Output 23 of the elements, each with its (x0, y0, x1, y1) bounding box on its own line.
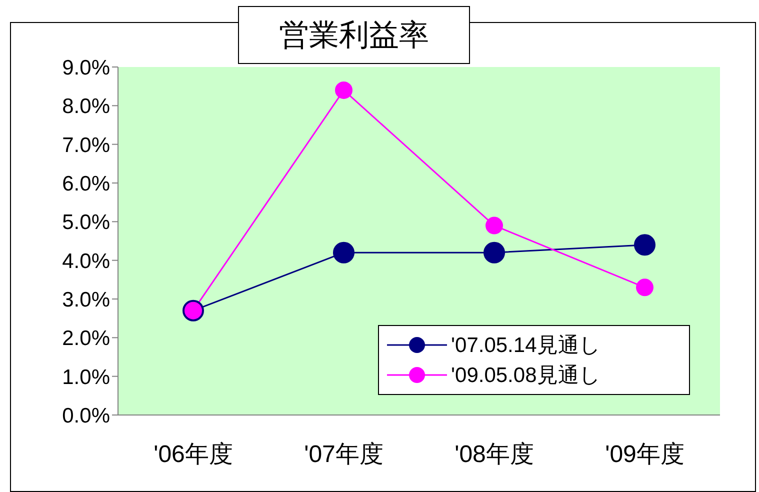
y-tick-label: 8.0% (62, 95, 110, 118)
legend-label: '07.05.14見通し (451, 333, 601, 359)
y-tick-label: 6.0% (62, 172, 110, 196)
y-tick-label: 4.0% (62, 250, 110, 273)
y-tick-label: 0.0% (62, 404, 110, 428)
y-tick-label: 7.0% (62, 134, 110, 157)
y-tick-label: 2.0% (62, 327, 110, 350)
point (333, 242, 354, 264)
point (636, 278, 654, 296)
point (484, 242, 505, 264)
y-tick-label: 3.0% (62, 288, 110, 312)
x-tick-label: '07年度 (304, 441, 384, 468)
point (486, 216, 503, 234)
x-tick-label: '06年度 (154, 441, 233, 468)
point (335, 81, 352, 99)
y-tick-label: 1.0% (62, 366, 110, 389)
y-tick-label: 9.0% (62, 56, 110, 80)
x-tick-label: '08年度 (454, 441, 534, 468)
chart-title: 営業利益率 (238, 6, 470, 64)
x-tick-label: '09年度 (605, 441, 684, 468)
point (634, 234, 656, 256)
y-tick-label: 5.0% (62, 211, 110, 234)
legend-label: '09.05.08見通し (451, 363, 601, 389)
